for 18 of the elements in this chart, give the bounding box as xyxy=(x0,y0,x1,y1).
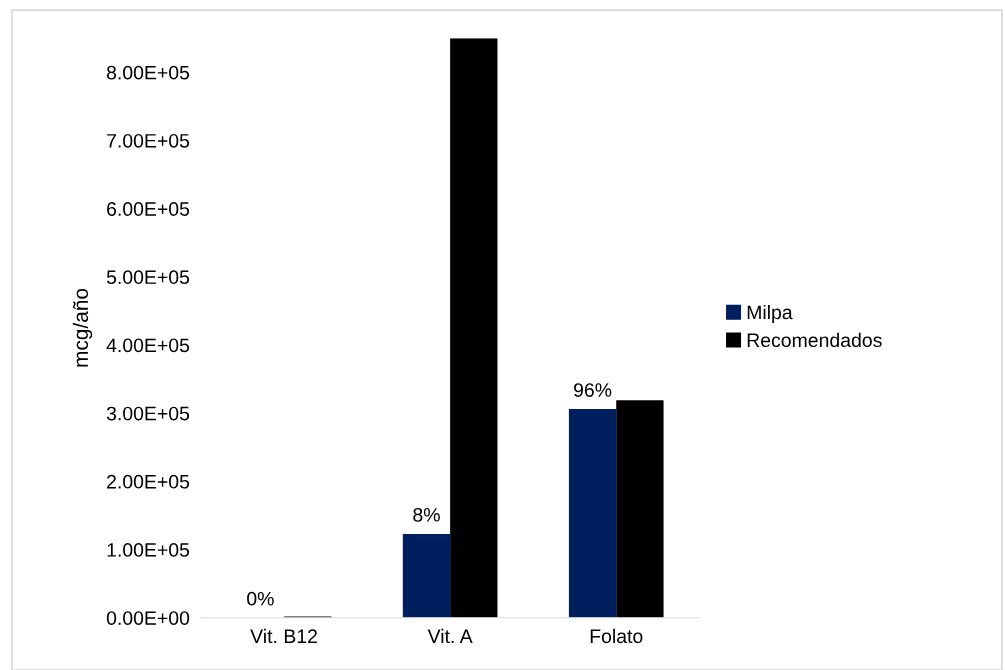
y-tick-label: 2.00E+05 xyxy=(107,474,190,489)
y-axis-title: mcg/año xyxy=(72,288,93,367)
y-tick-label: 8.00E+05 xyxy=(106,65,190,80)
annotation: 96% xyxy=(574,383,612,397)
y-tick-label: 1.00E+05 xyxy=(107,543,190,557)
x-tick-label: Vit. B12 xyxy=(250,628,317,644)
legend-label: Recomendados xyxy=(747,332,882,348)
x-tick-label: Vit. A xyxy=(427,628,473,644)
y-tick-label: 3.00E+05 xyxy=(106,406,190,421)
x-tick-label: Folato xyxy=(590,628,643,644)
legend-label: Milpa xyxy=(747,304,793,324)
y-tick-label: 6.00E+05 xyxy=(107,202,190,216)
y-tick-label: 0.00E+00 xyxy=(106,611,190,625)
y-tick-label: 5.00E+05 xyxy=(106,270,190,285)
y-tick-label: 4.00E+05 xyxy=(106,338,190,353)
y-tick-label: 7.00E+05 xyxy=(107,133,190,148)
annotation: 0% xyxy=(247,591,274,606)
annotation: 8% xyxy=(413,507,440,522)
